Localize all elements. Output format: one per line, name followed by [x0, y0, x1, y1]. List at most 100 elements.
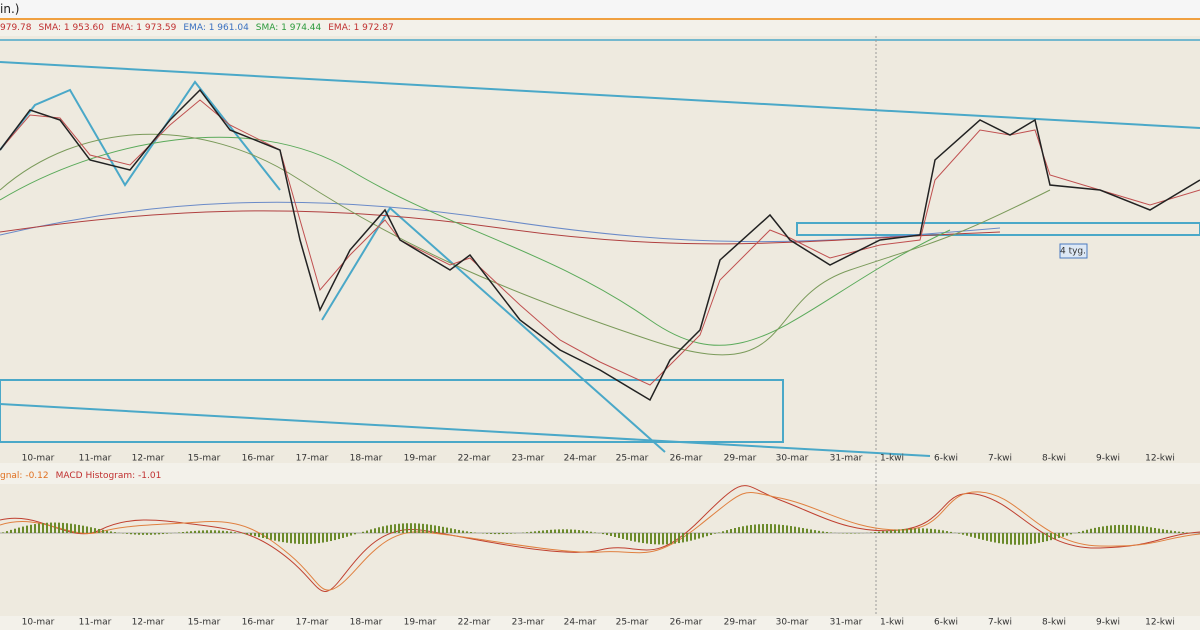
histogram-bar	[558, 529, 560, 533]
histogram-bar	[466, 531, 468, 533]
histogram-bar	[626, 533, 628, 540]
histogram-bar	[290, 533, 292, 544]
histogram-bar	[450, 528, 452, 533]
date-label: 8-kwi	[1042, 618, 1066, 628]
histogram-bar	[662, 533, 664, 545]
histogram-bar	[114, 532, 116, 533]
histogram-bar	[714, 533, 716, 534]
histogram-bar	[1130, 525, 1132, 533]
date-label: 15-mar	[188, 618, 221, 628]
date-label: 26-mar	[670, 618, 703, 628]
histogram-bar	[1006, 533, 1008, 545]
date-axes: 10-mar 11-mar 12-mar 15-mar 16-mar 17-mar 18-m…	[22, 454, 1175, 628]
date-label: 17-mar	[296, 618, 329, 628]
histogram-bar	[210, 530, 212, 533]
histogram-bar	[1026, 533, 1028, 545]
histogram-bar	[658, 533, 660, 545]
histogram-bar	[206, 530, 208, 533]
legend-item: 979.78	[0, 23, 32, 33]
histogram-bar	[846, 533, 848, 534]
date-label: 11-mar	[79, 454, 112, 464]
histogram-bar	[298, 533, 300, 544]
histogram-bar	[334, 533, 336, 541]
date-label: 19-mar	[404, 454, 437, 464]
histogram-bar	[670, 533, 672, 545]
histogram-bar	[162, 533, 164, 535]
histogram-bar	[526, 532, 528, 533]
histogram-bar	[942, 530, 944, 533]
histogram-bar	[1050, 533, 1052, 541]
histogram-bar	[442, 526, 444, 533]
histogram-bar	[58, 522, 60, 533]
price-legend: 979.78 SMA: 1 953.60 EMA: 1 973.59 EMA: 1 9…	[0, 21, 401, 35]
histogram-bar	[130, 533, 132, 535]
histogram-bar	[70, 523, 72, 533]
histogram-bar	[922, 528, 924, 533]
histogram-bar	[974, 533, 976, 538]
histogram-bar	[158, 533, 160, 535]
histogram-bar	[134, 533, 136, 535]
histogram-bar	[1170, 530, 1172, 533]
histogram-bar	[222, 530, 224, 533]
histogram-bar	[50, 522, 52, 533]
histogram-bar	[166, 533, 168, 534]
zone-box	[796, 222, 1200, 236]
histogram-bar	[666, 533, 668, 545]
histogram-bar	[6, 531, 8, 533]
histogram-bar	[322, 533, 324, 543]
legend-item: MACD Histogram: -1.01	[55, 471, 162, 481]
histogram-bar	[798, 527, 800, 533]
histogram-bar	[570, 529, 572, 533]
histogram-bar	[142, 533, 144, 535]
date-label: 9-kwi	[1096, 618, 1120, 628]
histogram-bar	[1162, 529, 1164, 533]
histogram-bar	[78, 524, 80, 533]
date-label: 6-kwi	[934, 618, 958, 628]
date-label: 24-mar	[564, 454, 597, 464]
histogram-bar	[446, 527, 448, 533]
histogram-bar	[154, 533, 156, 535]
macd-line	[0, 485, 1200, 592]
histogram-bar	[66, 523, 68, 533]
histogram-bar	[1114, 525, 1116, 533]
histogram-bar	[1146, 526, 1148, 533]
histogram-bar	[386, 525, 388, 533]
histogram-bar	[906, 528, 908, 533]
histogram-bar	[510, 533, 512, 534]
macd-histogram	[2, 522, 1200, 545]
date-label: 18-mar	[350, 618, 383, 628]
histogram-bar	[778, 524, 780, 533]
histogram-bar	[22, 526, 24, 533]
histogram-bar	[790, 526, 792, 533]
histogram-bar	[810, 529, 812, 533]
histogram-bar	[826, 531, 828, 533]
histogram-bar	[1038, 533, 1040, 543]
histogram-bar	[422, 523, 424, 533]
date-label: 12-mar	[132, 618, 165, 628]
histogram-bar	[722, 531, 724, 533]
histogram-bar	[758, 524, 760, 533]
histogram-bar	[454, 529, 456, 533]
histogram-bar	[470, 531, 472, 533]
histogram-bar	[86, 526, 88, 533]
date-label: 29-mar	[724, 454, 757, 464]
histogram-bar	[594, 532, 596, 533]
histogram-bar	[1018, 533, 1020, 545]
date-label: 31-mar	[830, 618, 863, 628]
histogram-bar	[2, 532, 4, 533]
histogram-bar	[486, 533, 488, 534]
histogram-bar	[330, 533, 332, 542]
histogram-bar	[678, 533, 680, 544]
histogram-bar	[614, 533, 616, 537]
histogram-bar	[610, 533, 612, 537]
histogram-bar	[502, 533, 504, 535]
zone-box	[0, 379, 784, 443]
histogram-bar	[62, 522, 64, 533]
histogram-bar	[1062, 533, 1064, 537]
pattern-line	[0, 80, 281, 191]
date-label: 31-mar	[830, 454, 863, 464]
histogram-bar	[1002, 533, 1004, 544]
histogram-bar	[1122, 524, 1124, 533]
macd-legend: gnal: -0.12 MACD Histogram: -1.01	[0, 469, 168, 483]
trend-line	[0, 61, 1200, 129]
